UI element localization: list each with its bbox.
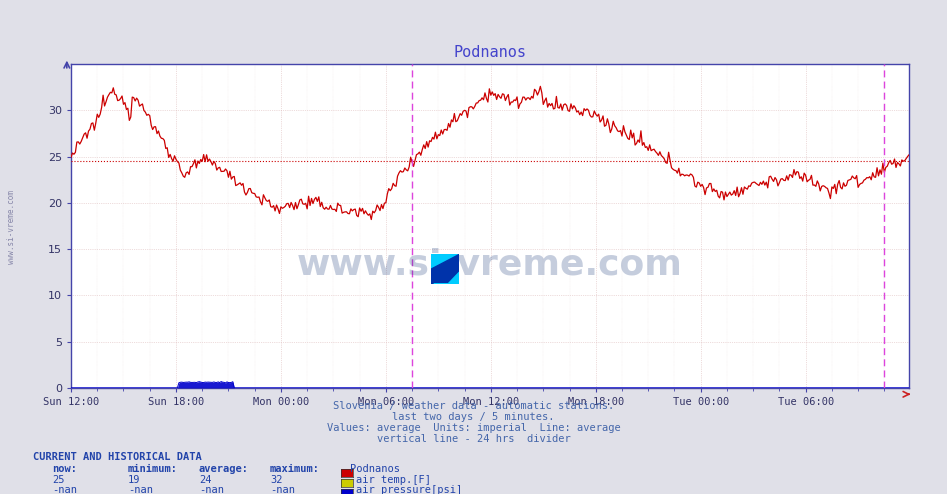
Text: CURRENT AND HISTORICAL DATA: CURRENT AND HISTORICAL DATA <box>33 452 202 462</box>
Text: 19: 19 <box>128 475 140 485</box>
Text: minimum:: minimum: <box>128 464 178 474</box>
Text: Slovenia / weather data - automatic stations.: Slovenia / weather data - automatic stat… <box>333 401 614 411</box>
Polygon shape <box>434 272 459 284</box>
Text: now:: now: <box>52 464 77 474</box>
Text: Values: average  Units: imperial  Line: average: Values: average Units: imperial Line: av… <box>327 423 620 433</box>
Polygon shape <box>431 254 459 284</box>
Text: -nan: -nan <box>270 485 295 494</box>
Text: 24: 24 <box>199 475 211 485</box>
Polygon shape <box>431 254 445 269</box>
Title: Podnanos: Podnanos <box>454 45 527 60</box>
Text: -nan: -nan <box>128 485 152 494</box>
Text: 32: 32 <box>270 475 282 485</box>
Text: average:: average: <box>199 464 249 474</box>
Text: 25: 25 <box>52 475 64 485</box>
Text: Podnanos: Podnanos <box>350 464 401 474</box>
Text: -nan: -nan <box>199 485 223 494</box>
Text: vertical line - 24 hrs  divider: vertical line - 24 hrs divider <box>377 434 570 444</box>
Text: air temp.[F]: air temp.[F] <box>356 475 431 485</box>
Text: last two days / 5 minutes.: last two days / 5 minutes. <box>392 412 555 422</box>
Polygon shape <box>431 254 459 284</box>
Text: www.si-vreme.com: www.si-vreme.com <box>7 190 16 264</box>
Text: air pressure[psi]: air pressure[psi] <box>356 485 462 494</box>
Text: www.si-vreme.com: www.si-vreme.com <box>297 248 683 282</box>
Polygon shape <box>431 254 459 269</box>
Text: -nan: -nan <box>52 485 77 494</box>
Text: maximum:: maximum: <box>270 464 320 474</box>
